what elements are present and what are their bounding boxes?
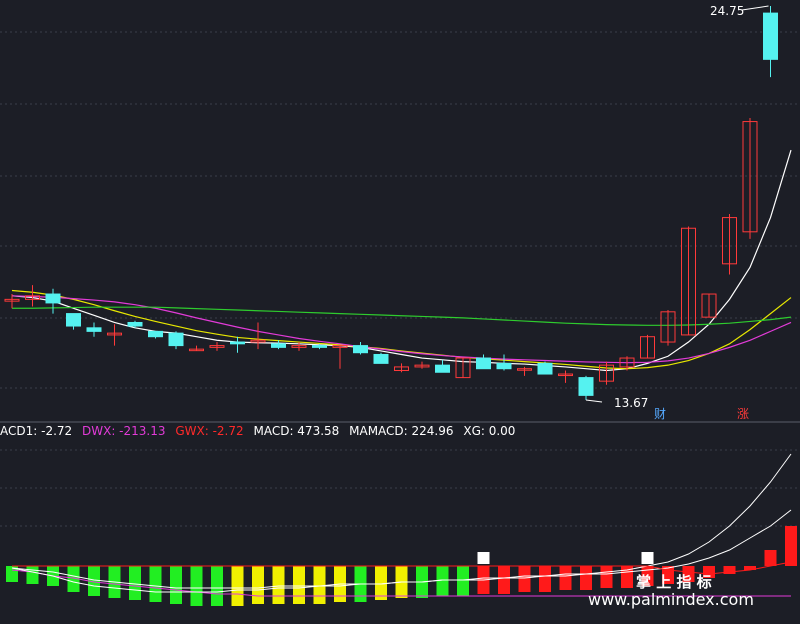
legend-dwx: DWX: -213.13	[82, 424, 166, 438]
macd-bar	[375, 566, 387, 600]
macd-bar	[580, 566, 592, 590]
ma-line-ma_white	[11, 149, 792, 372]
candle-up	[250, 339, 266, 343]
watermark-cn: 掌 上 指 标	[636, 573, 712, 591]
macd-bar	[785, 526, 797, 566]
legend-xg: XG: 0.00	[463, 424, 515, 438]
price-high-label: 24.75	[710, 4, 744, 18]
macd-bar	[149, 566, 162, 602]
legend-macd: MACD: 473.58	[253, 424, 339, 438]
candle-up	[291, 345, 307, 348]
macd-bar	[457, 566, 469, 596]
legend-gwx: GWX: -2.72	[175, 424, 243, 438]
candle-down	[763, 12, 778, 60]
candle-down	[353, 345, 368, 354]
candle-up	[722, 217, 737, 265]
macd-bar-white	[477, 552, 490, 564]
macd-bar-white	[641, 552, 654, 564]
macd-bar	[703, 566, 715, 578]
candle-up	[660, 311, 676, 343]
macd-bar	[293, 566, 305, 604]
ma-line-ma_yellow	[11, 289, 792, 370]
macd-bar	[231, 566, 244, 606]
macd-bar	[129, 566, 141, 600]
candle-up	[640, 336, 655, 359]
candle-down	[476, 357, 491, 370]
candle-down	[45, 293, 61, 304]
candle-down	[435, 364, 450, 373]
candle-up	[701, 293, 717, 318]
candle-down	[148, 330, 163, 338]
candle-up	[189, 348, 204, 352]
candle-up	[25, 295, 40, 300]
candle-down	[86, 327, 102, 332]
ma-line-ma_magenta	[11, 295, 792, 364]
macd-line-dwx	[11, 569, 791, 597]
macd-bar	[498, 566, 510, 594]
indicator-legend: ACD1: -2.72 DWX: -213.13 GWX: -2.72 MACD…	[0, 424, 515, 438]
candle-up	[332, 345, 348, 348]
macd-bar	[26, 566, 39, 584]
candle-down	[127, 321, 143, 327]
legend-macd1: ACD1: -2.72	[0, 424, 72, 438]
candle-up	[681, 227, 696, 336]
candle-up	[394, 366, 409, 371]
candle-down	[168, 332, 184, 347]
high-pointer	[741, 5, 769, 11]
price-low-label: 13.67	[614, 396, 648, 410]
candle-down	[66, 313, 81, 327]
macd-line-gwx	[12, 561, 792, 575]
candle-up	[619, 357, 635, 368]
macd-bar	[539, 566, 551, 592]
macd-bar	[170, 566, 182, 604]
macd-bar	[600, 566, 613, 588]
candlesticks	[4, 5, 778, 403]
candle-down	[312, 345, 327, 348]
candle-down	[373, 353, 389, 364]
marker-zhang: 涨	[737, 406, 749, 421]
candle-up	[414, 364, 430, 368]
macd-bar	[67, 566, 80, 592]
macd-bar	[252, 566, 264, 604]
candle-up	[599, 364, 614, 382]
macd-bar	[641, 566, 654, 586]
candle-up	[558, 373, 573, 377]
candle-down	[271, 343, 286, 348]
macd-bar	[88, 566, 100, 596]
macd-bar	[190, 566, 203, 606]
candle-up	[742, 121, 758, 233]
candle-down	[578, 377, 594, 396]
candle-down	[496, 362, 512, 370]
moving-average-lines	[11, 149, 792, 372]
macd-bar	[744, 566, 756, 570]
macd-bar	[436, 566, 449, 596]
candle-up	[4, 298, 20, 302]
macd-bar	[682, 566, 695, 582]
marker-cai: 财	[654, 407, 666, 421]
macd-bar	[313, 566, 326, 604]
candle-up	[517, 368, 532, 371]
macd-bar	[559, 566, 572, 590]
candle-up	[107, 332, 122, 336]
macd-bar	[272, 566, 285, 604]
macd-bar	[723, 566, 736, 574]
price-annotations: 24.75 13.67 财 涨	[614, 4, 749, 421]
candle-up	[455, 357, 471, 379]
legend-mamacd: MAMACD: 224.96	[349, 424, 453, 438]
candle-up	[209, 345, 225, 348]
candle-down	[230, 341, 245, 345]
low-pointer	[585, 399, 603, 403]
watermark-url: www.palmindex.com	[588, 590, 754, 609]
macd-bar	[764, 550, 777, 566]
macd-histogram	[6, 526, 797, 606]
candle-down	[537, 362, 553, 375]
grid-lines	[0, 31, 800, 527]
macd-lines	[11, 453, 792, 597]
macd-bar	[211, 566, 223, 606]
macd-bar	[518, 566, 531, 592]
